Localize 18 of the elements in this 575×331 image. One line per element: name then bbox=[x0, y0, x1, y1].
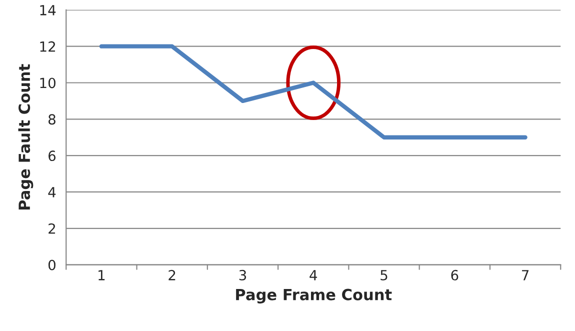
x-tick-label: 4 bbox=[310, 270, 318, 280]
y-tick-label: 10 bbox=[40, 78, 56, 88]
y-tick-label: 8 bbox=[48, 114, 56, 125]
x-tick-label: 1 bbox=[98, 270, 105, 280]
y-tick-label: 2 bbox=[48, 223, 56, 234]
y-tick-label: 4 bbox=[48, 187, 56, 198]
y-tick-label: 6 bbox=[48, 150, 56, 162]
x-tick-label: 6 bbox=[451, 270, 458, 280]
x-axis-title: Page Frame Count bbox=[236, 288, 392, 304]
y-tick-label: 14 bbox=[40, 5, 56, 16]
line-series bbox=[99, 44, 528, 140]
y-axis-title: Page Fault Count bbox=[18, 64, 34, 210]
x-tick-label: 3 bbox=[239, 270, 246, 280]
x-tick-label: 5 bbox=[380, 270, 388, 280]
y-tick-label: 12 bbox=[40, 41, 56, 52]
y-tick-label: 0 bbox=[48, 260, 56, 270]
x-tick-label: 2 bbox=[168, 270, 176, 280]
x-tick-label: 7 bbox=[522, 270, 529, 280]
